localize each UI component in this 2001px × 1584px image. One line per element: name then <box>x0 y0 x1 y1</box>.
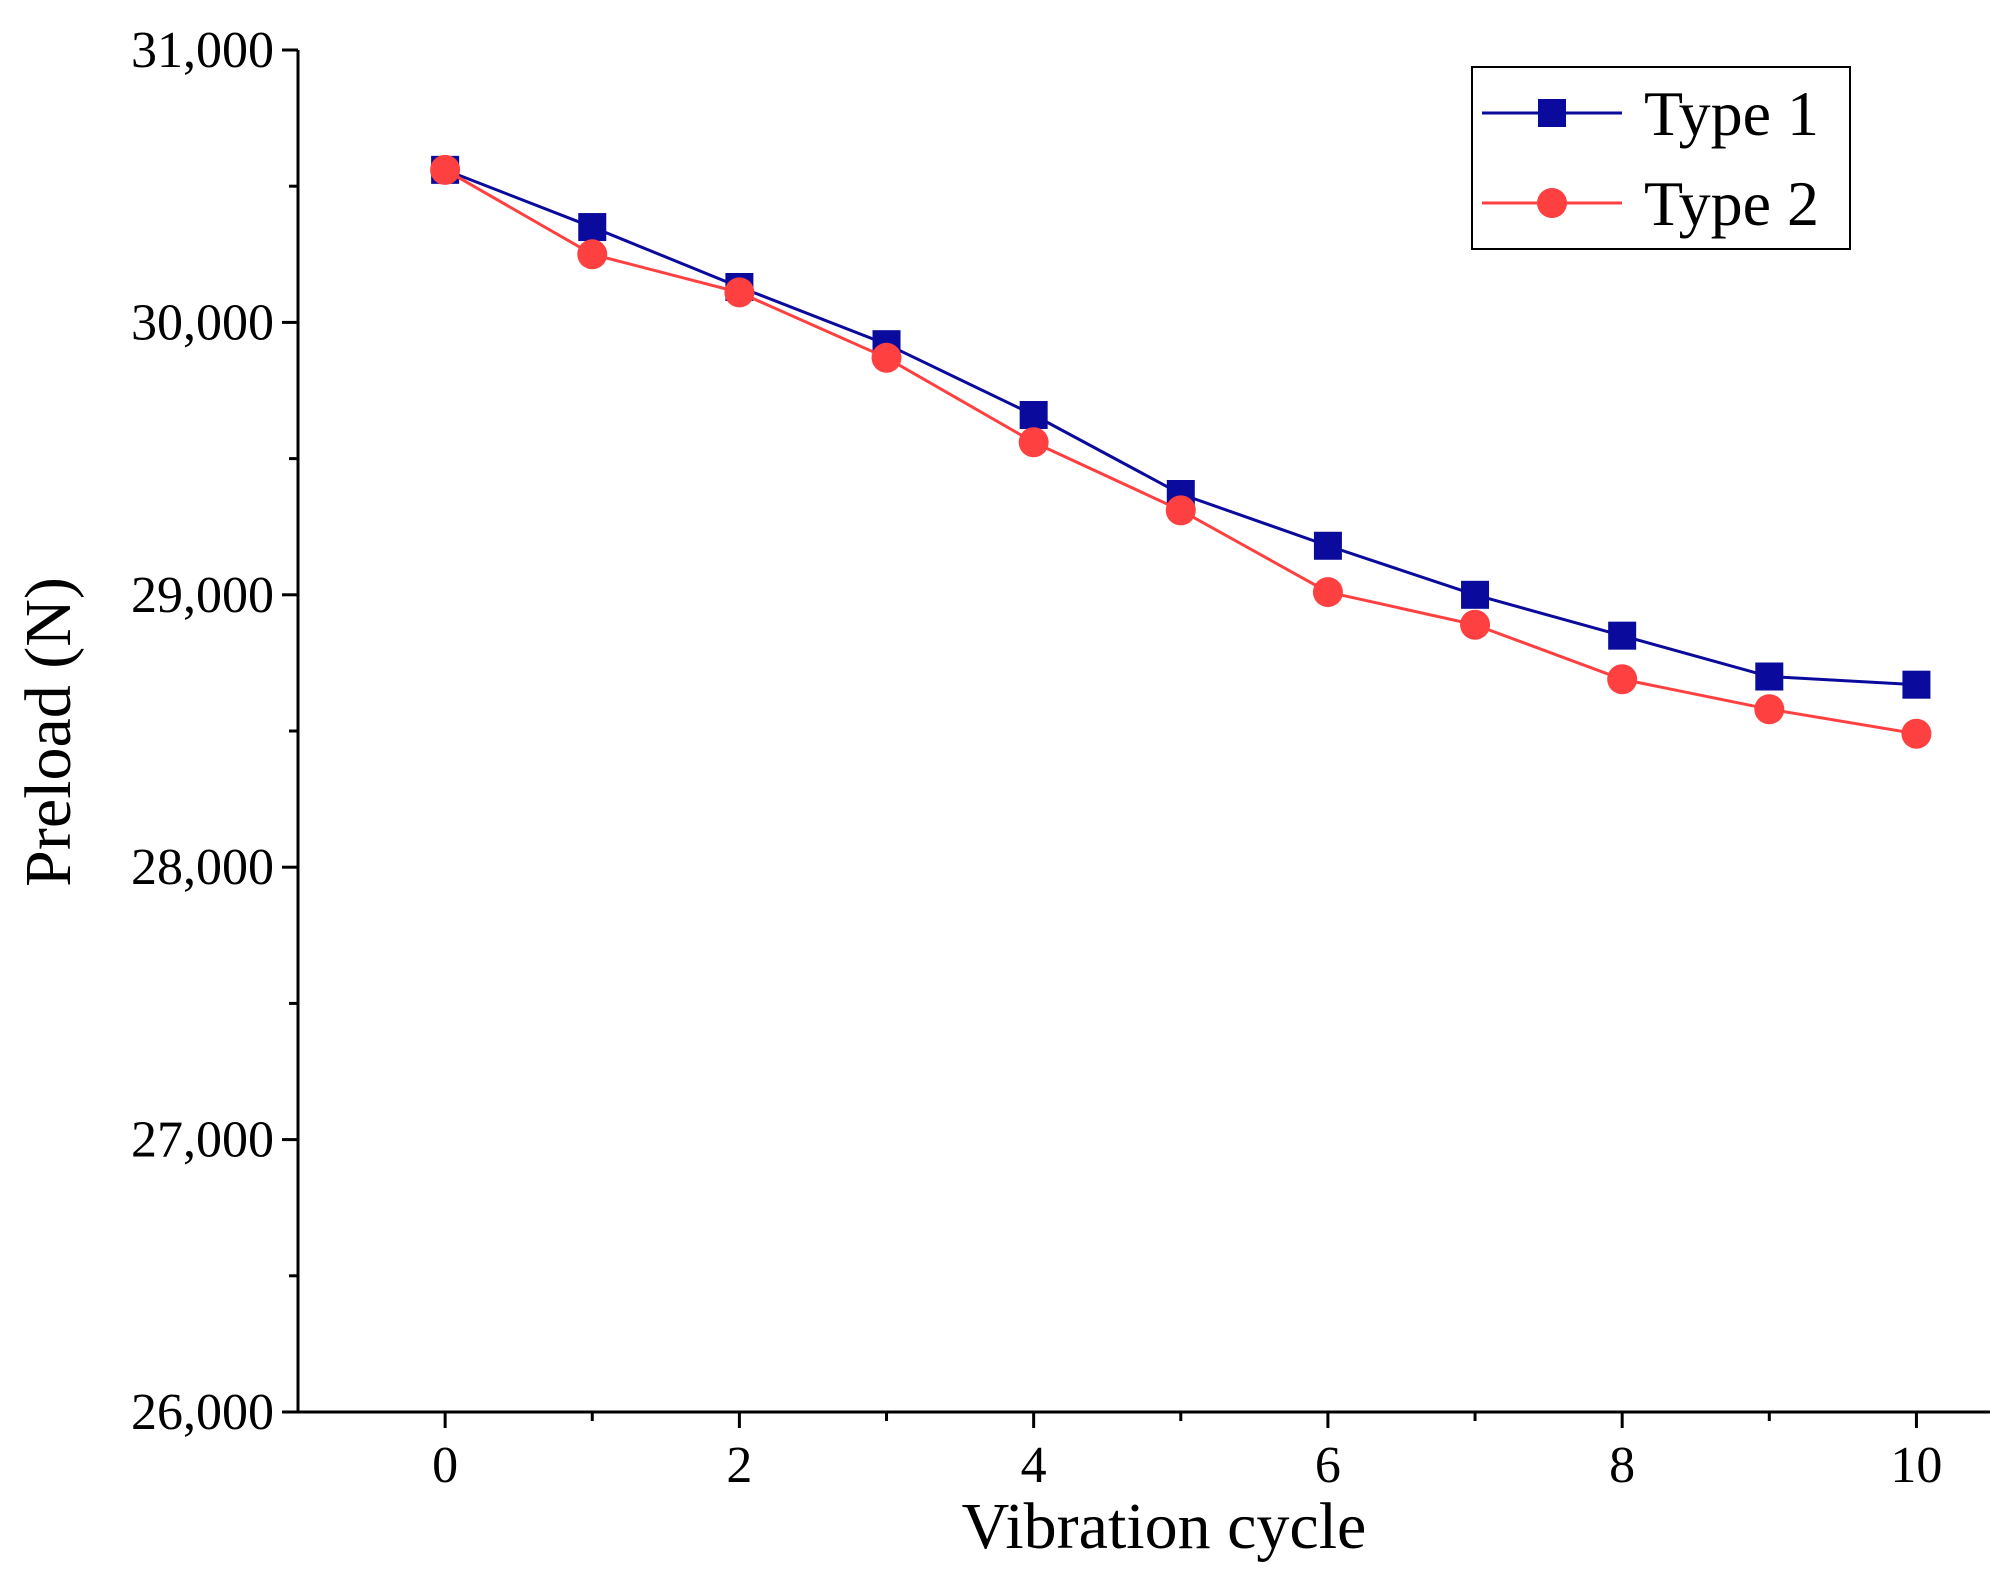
data-point <box>1460 609 1491 640</box>
y-tick-label: 28,000 <box>131 839 274 896</box>
y-tick-label: 30,000 <box>131 294 274 351</box>
data-point <box>1608 621 1637 650</box>
data-point <box>1461 580 1490 609</box>
legend-item-2: Type 2 <box>1482 168 1819 239</box>
y-tick-label: 26,000 <box>131 1384 274 1441</box>
x-axis-title: Vibration cycle <box>962 1490 1367 1563</box>
data-point <box>1754 694 1785 725</box>
legend-swatch-marker <box>1538 99 1566 127</box>
x-tick-label: 6 <box>1315 1437 1341 1494</box>
axis-ticks <box>282 48 1918 1428</box>
data-point <box>1901 718 1932 749</box>
data-point <box>1755 662 1784 691</box>
data-point <box>1902 670 1931 699</box>
x-tick-label: 8 <box>1609 1437 1635 1494</box>
legend: Type 1 Type 2 <box>1471 66 1851 250</box>
y-tick-label: 27,000 <box>131 1112 274 1169</box>
data-point <box>724 277 755 308</box>
series-2 <box>430 154 1932 749</box>
data-point <box>578 213 607 242</box>
x-tick-label: 2 <box>726 1437 752 1494</box>
legend-label: Type 1 <box>1644 78 1819 149</box>
data-point <box>1018 427 1049 458</box>
series-layer <box>430 154 1932 749</box>
data-point <box>1165 495 1196 526</box>
data-point <box>1312 577 1343 608</box>
x-tick-label: 0 <box>432 1437 458 1494</box>
data-point <box>430 154 461 185</box>
legend-box <box>1471 66 1851 250</box>
x-tick-label: 4 <box>1021 1437 1047 1494</box>
data-point <box>577 239 608 270</box>
data-point <box>871 342 902 373</box>
data-point <box>1607 664 1638 695</box>
data-point <box>1019 401 1048 430</box>
axis-tick-labels: 26,000 27,000 28,000 29,000 30,000 31,000 0 2 4 6… <box>131 22 1942 1494</box>
legend-swatch-marker <box>1537 188 1567 218</box>
data-point <box>1313 531 1342 560</box>
legend-item-1: Type 1 <box>1482 78 1819 149</box>
legend-label: Type 2 <box>1644 168 1819 239</box>
y-tick-label: 29,000 <box>131 567 274 624</box>
y-tick-label: 31,000 <box>131 22 274 79</box>
x-tick-label: 10 <box>1890 1437 1942 1494</box>
y-axis-title: Preload (N) <box>12 577 85 887</box>
